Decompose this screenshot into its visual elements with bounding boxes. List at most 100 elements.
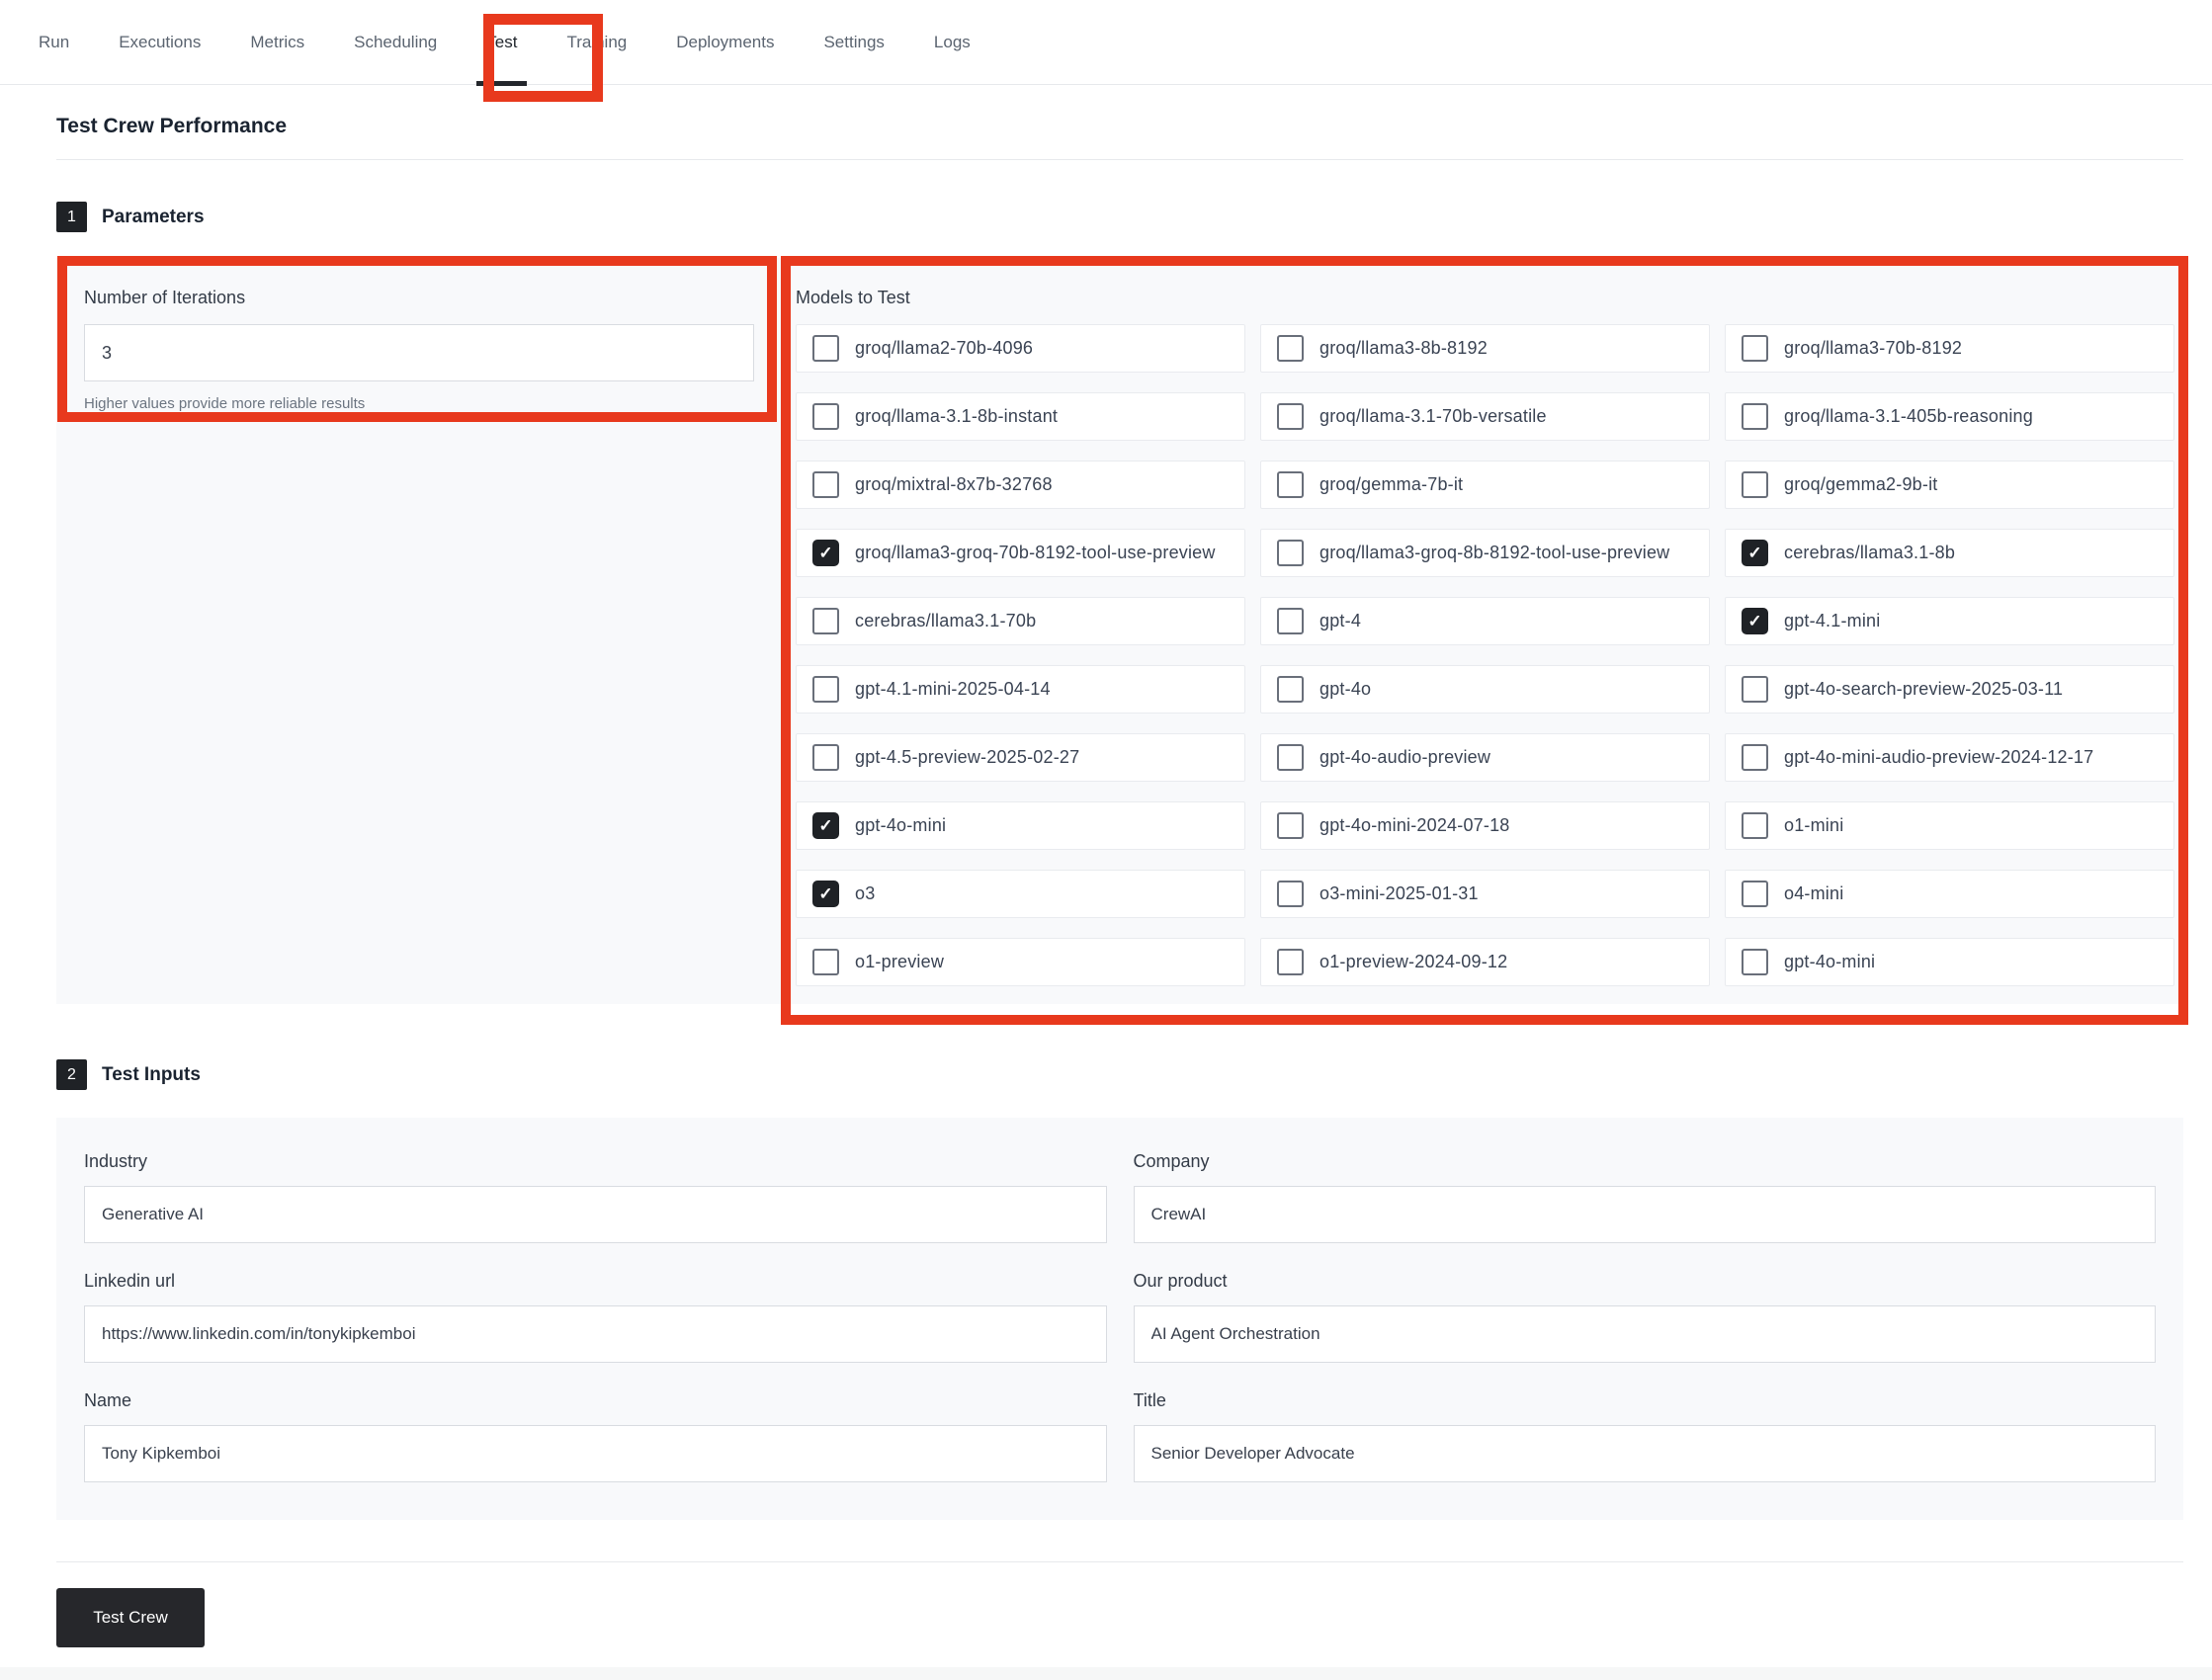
- checkbox-unchecked-icon[interactable]: [1742, 403, 1768, 430]
- model-option[interactable]: gpt-4o-mini: [1725, 938, 2174, 986]
- checkbox-unchecked-icon[interactable]: [1742, 744, 1768, 771]
- model-option[interactable]: o1-mini: [1725, 801, 2174, 850]
- iterations-input[interactable]: [84, 324, 754, 381]
- company-field: Company: [1133, 1151, 2156, 1243]
- checkbox-unchecked-icon[interactable]: [1742, 676, 1768, 703]
- checkbox-unchecked-icon[interactable]: [1742, 471, 1768, 498]
- model-option[interactable]: cerebras/llama3.1-70b: [796, 597, 1245, 645]
- checkbox-unchecked-icon[interactable]: [1277, 881, 1304, 907]
- model-option[interactable]: groq/llama-3.1-70b-versatile: [1260, 392, 1710, 441]
- our-product-field: Our product: [1133, 1271, 2156, 1363]
- checkbox-unchecked-icon[interactable]: [1277, 949, 1304, 975]
- model-option[interactable]: o1-preview-2024-09-12: [1260, 938, 1710, 986]
- checkbox-unchecked-icon[interactable]: [1277, 471, 1304, 498]
- model-option[interactable]: groq/mixtral-8x7b-32768: [796, 461, 1245, 509]
- tab-logs[interactable]: Logs: [933, 32, 971, 51]
- model-option-label: groq/llama3-70b-8192: [1784, 338, 1963, 359]
- test-inputs-section-title: Test Inputs: [102, 1063, 201, 1085]
- name-input[interactable]: [84, 1425, 1107, 1482]
- checkbox-checked-icon[interactable]: ✓: [812, 881, 839, 907]
- model-option[interactable]: o1-preview: [796, 938, 1245, 986]
- test-crew-button[interactable]: Test Crew: [56, 1588, 205, 1647]
- checkbox-unchecked-icon[interactable]: [812, 335, 839, 362]
- tab-run[interactable]: Run: [39, 32, 70, 51]
- model-option-label: groq/llama3-8b-8192: [1319, 338, 1488, 359]
- checkbox-checked-icon[interactable]: ✓: [812, 812, 839, 839]
- checkbox-unchecked-icon[interactable]: [1742, 881, 1768, 907]
- model-option[interactable]: gpt-4: [1260, 597, 1710, 645]
- model-option[interactable]: gpt-4.5-preview-2025-02-27: [796, 733, 1245, 782]
- checkbox-unchecked-icon[interactable]: [1742, 335, 1768, 362]
- checkbox-unchecked-icon[interactable]: [812, 403, 839, 430]
- model-option[interactable]: groq/llama3-70b-8192: [1725, 324, 2174, 373]
- model-option-label: o1-preview: [855, 952, 945, 972]
- page-title: Test Crew Performance: [56, 115, 288, 137]
- model-option-label: groq/llama2-70b-4096: [855, 338, 1034, 359]
- model-option[interactable]: gpt-4o-audio-preview: [1260, 733, 1710, 782]
- model-option[interactable]: groq/gemma-7b-it: [1260, 461, 1710, 509]
- checkbox-unchecked-icon[interactable]: [812, 676, 839, 703]
- model-option[interactable]: o3-mini-2025-01-31: [1260, 870, 1710, 918]
- checkbox-unchecked-icon[interactable]: [1277, 608, 1304, 634]
- tab-metrics[interactable]: Metrics: [250, 32, 305, 51]
- tab-executions[interactable]: Executions: [119, 32, 202, 51]
- model-option[interactable]: ✓ groq/llama3-groq-70b-8192-tool-use-prev…: [796, 529, 1245, 577]
- checkbox-checked-icon[interactable]: ✓: [1742, 608, 1768, 634]
- parameters-section-header: 1 Parameters: [56, 202, 2183, 232]
- checkbox-unchecked-icon[interactable]: [1277, 676, 1304, 703]
- industry-field: Industry: [84, 1151, 1107, 1243]
- tab-test[interactable]: Test: [470, 0, 533, 86]
- iterations-block: Number of Iterations Higher values provi…: [56, 258, 776, 1004]
- checkbox-unchecked-icon[interactable]: [1277, 540, 1304, 566]
- tab-scheduling[interactable]: Scheduling: [354, 32, 438, 51]
- model-option[interactable]: groq/llama3-8b-8192: [1260, 324, 1710, 373]
- model-option-label: groq/llama3-groq-70b-8192-tool-use-previ…: [855, 543, 1216, 563]
- company-input[interactable]: [1133, 1186, 2156, 1243]
- checkbox-unchecked-icon[interactable]: [1277, 335, 1304, 362]
- model-option[interactable]: gpt-4o: [1260, 665, 1710, 714]
- model-option[interactable]: groq/llama2-70b-4096: [796, 324, 1245, 373]
- model-option[interactable]: gpt-4o-mini-audio-preview-2024-12-17: [1725, 733, 2174, 782]
- checkbox-checked-icon[interactable]: ✓: [1742, 540, 1768, 566]
- step-2-badge: 2: [56, 1059, 87, 1090]
- checkbox-unchecked-icon[interactable]: [1277, 812, 1304, 839]
- title-input[interactable]: [1133, 1425, 2156, 1482]
- model-option[interactable]: o4-mini: [1725, 870, 2174, 918]
- linkedin-url-input[interactable]: [84, 1305, 1107, 1363]
- model-option[interactable]: ✓ o3: [796, 870, 1245, 918]
- checkbox-unchecked-icon[interactable]: [812, 949, 839, 975]
- checkbox-unchecked-icon[interactable]: [812, 471, 839, 498]
- name-label: Name: [84, 1390, 132, 1410]
- checkbox-unchecked-icon[interactable]: [1277, 744, 1304, 771]
- model-option-label: o4-mini: [1784, 883, 1844, 904]
- model-option[interactable]: groq/llama-3.1-8b-instant: [796, 392, 1245, 441]
- model-option-label: gpt-4o-audio-preview: [1319, 747, 1491, 768]
- model-option[interactable]: ✓ cerebras/llama3.1-8b: [1725, 529, 2174, 577]
- model-option[interactable]: gpt-4.1-mini-2025-04-14: [796, 665, 1245, 714]
- model-option-label: cerebras/llama3.1-70b: [855, 611, 1037, 631]
- checkbox-unchecked-icon[interactable]: [1277, 403, 1304, 430]
- checkbox-unchecked-icon[interactable]: [1742, 949, 1768, 975]
- model-option[interactable]: groq/llama-3.1-405b-reasoning: [1725, 392, 2174, 441]
- model-option[interactable]: gpt-4o-search-preview-2025-03-11: [1725, 665, 2174, 714]
- model-option-label: gpt-4o: [1319, 679, 1372, 700]
- industry-input[interactable]: [84, 1186, 1107, 1243]
- tab-settings[interactable]: Settings: [823, 32, 885, 51]
- title-divider: [56, 159, 2183, 160]
- model-option[interactable]: groq/gemma2-9b-it: [1725, 461, 2174, 509]
- model-option[interactable]: groq/llama3-groq-8b-8192-tool-use-previe…: [1260, 529, 1710, 577]
- model-option-label: gpt-4o-mini: [855, 815, 947, 836]
- model-option[interactable]: ✓ gpt-4.1-mini: [1725, 597, 2174, 645]
- model-option-label: groq/gemma-7b-it: [1319, 474, 1464, 495]
- iterations-label: Number of Iterations: [84, 288, 246, 307]
- checkbox-unchecked-icon[interactable]: [812, 608, 839, 634]
- checkbox-checked-icon[interactable]: ✓: [812, 540, 839, 566]
- model-option-label: gpt-4.5-preview-2025-02-27: [855, 747, 1080, 768]
- tab-training[interactable]: Training: [566, 32, 628, 51]
- checkbox-unchecked-icon[interactable]: [812, 744, 839, 771]
- tab-deployments[interactable]: Deployments: [676, 32, 775, 51]
- checkbox-unchecked-icon[interactable]: [1742, 812, 1768, 839]
- model-option[interactable]: gpt-4o-mini-2024-07-18: [1260, 801, 1710, 850]
- our-product-input[interactable]: [1133, 1305, 2156, 1363]
- model-option[interactable]: ✓ gpt-4o-mini: [796, 801, 1245, 850]
